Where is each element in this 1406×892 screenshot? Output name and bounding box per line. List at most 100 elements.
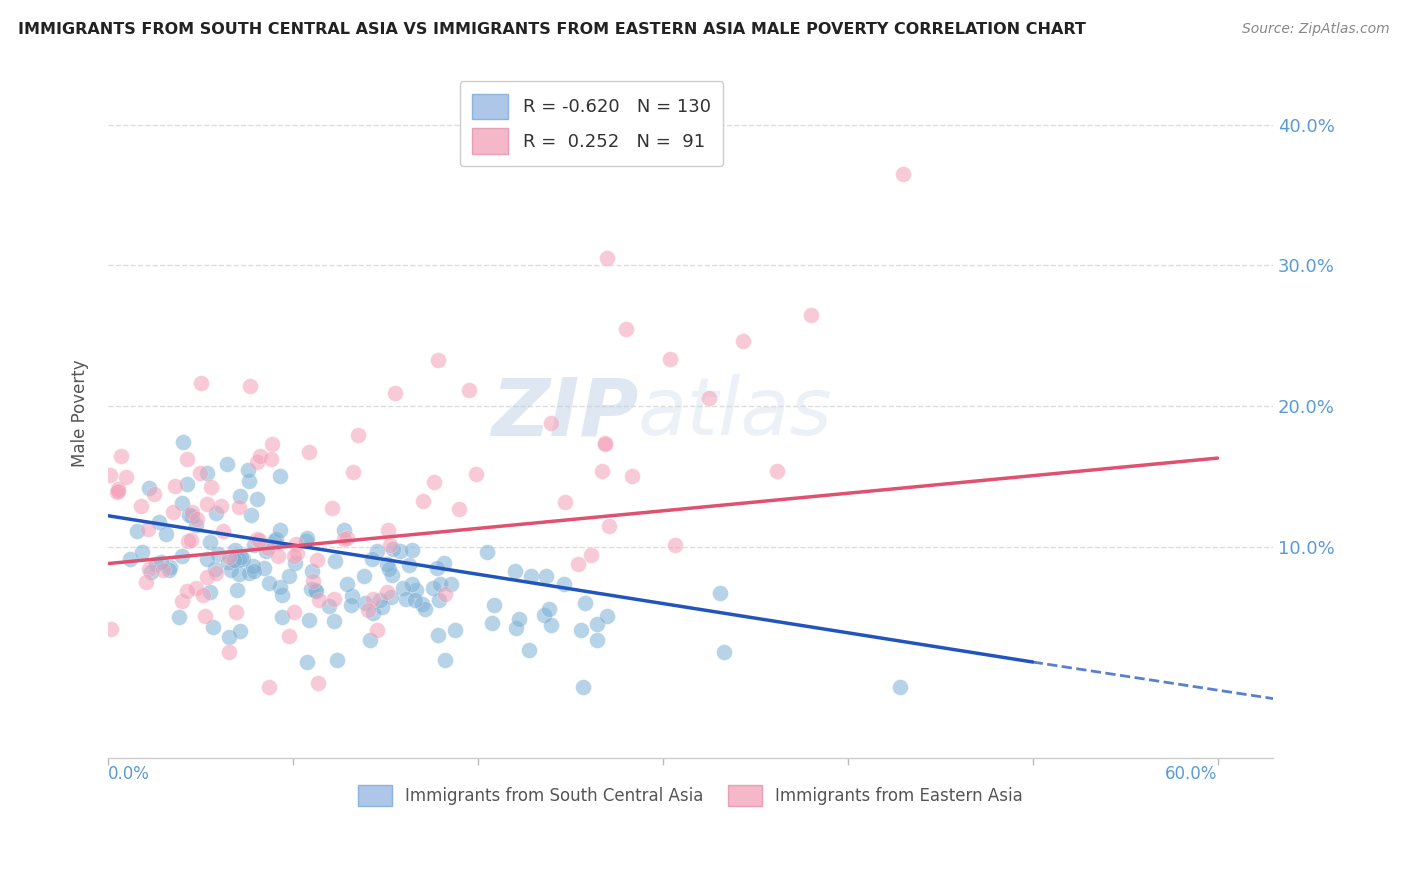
Point — [464, 467, 486, 481]
Point — [218, 630, 240, 644]
Point — [301, 564, 323, 578]
Point — [157, 563, 180, 577]
Point — [138, 481, 160, 495]
Point — [664, 538, 686, 552]
Point — [534, 568, 557, 582]
Point — [323, 591, 346, 606]
Point — [401, 577, 423, 591]
Point — [232, 552, 254, 566]
Legend: Immigrants from South Central Asia, Immigrants from Eastern Asia: Immigrants from South Central Asia, Immi… — [350, 777, 1031, 814]
Point — [298, 613, 321, 627]
Point — [713, 645, 735, 659]
Point — [135, 575, 157, 590]
Point — [256, 541, 278, 555]
Point — [354, 596, 377, 610]
Point — [586, 632, 609, 647]
Point — [356, 602, 378, 616]
Point — [336, 531, 359, 545]
Point — [202, 620, 225, 634]
Point — [228, 566, 250, 581]
Point — [136, 522, 159, 536]
Point — [614, 321, 637, 335]
Text: 60.0%: 60.0% — [1166, 764, 1218, 782]
Point — [377, 562, 399, 576]
Point — [215, 457, 238, 471]
Point — [505, 621, 527, 635]
Point — [148, 516, 170, 530]
Point — [380, 590, 402, 604]
Point — [709, 586, 731, 600]
Point — [105, 485, 128, 500]
Point — [596, 252, 619, 266]
Point — [332, 523, 354, 537]
Point — [620, 468, 643, 483]
Point — [433, 587, 456, 601]
Point — [176, 583, 198, 598]
Point — [209, 500, 232, 514]
Point — [572, 681, 595, 695]
Point — [340, 590, 363, 604]
Point — [236, 463, 259, 477]
Point — [375, 557, 398, 571]
Point — [207, 548, 229, 562]
Point — [98, 468, 121, 483]
Text: ZIP: ZIP — [491, 374, 638, 452]
Point — [733, 334, 755, 348]
Point — [165, 478, 187, 492]
Point — [395, 591, 418, 606]
Point — [326, 653, 349, 667]
Point — [271, 588, 294, 602]
Point — [579, 548, 602, 562]
Text: atlas: atlas — [638, 374, 832, 452]
Point — [287, 546, 309, 560]
Point — [411, 597, 433, 611]
Point — [110, 450, 132, 464]
Point — [342, 465, 364, 479]
Point — [380, 538, 402, 552]
Point — [554, 495, 576, 509]
Point — [299, 582, 322, 597]
Point — [262, 437, 284, 451]
Point — [567, 557, 589, 571]
Point — [107, 482, 129, 496]
Point — [267, 549, 290, 563]
Point — [225, 605, 247, 619]
Point — [198, 585, 221, 599]
Point — [889, 681, 911, 695]
Point — [222, 553, 245, 567]
Point — [238, 475, 260, 489]
Point — [100, 622, 122, 636]
Point — [585, 617, 607, 632]
Point — [180, 533, 202, 548]
Point — [427, 353, 450, 368]
Point — [184, 581, 207, 595]
Point — [553, 577, 575, 591]
Point — [598, 519, 620, 533]
Point — [229, 550, 252, 565]
Point — [433, 653, 456, 667]
Point — [366, 544, 388, 558]
Point — [347, 428, 370, 442]
Point — [891, 167, 914, 181]
Point — [152, 563, 174, 577]
Point — [412, 494, 434, 508]
Point — [593, 437, 616, 451]
Point — [186, 511, 208, 525]
Point — [333, 532, 356, 546]
Point — [440, 577, 463, 591]
Point — [540, 618, 562, 632]
Point — [194, 608, 217, 623]
Point — [283, 549, 305, 563]
Point — [162, 505, 184, 519]
Point — [138, 562, 160, 576]
Point — [263, 533, 285, 548]
Point — [195, 467, 218, 481]
Point — [285, 537, 308, 551]
Point — [766, 464, 789, 478]
Point — [283, 605, 305, 619]
Point — [503, 564, 526, 578]
Point — [520, 569, 543, 583]
Point — [381, 542, 404, 557]
Point — [200, 534, 222, 549]
Point — [323, 554, 346, 568]
